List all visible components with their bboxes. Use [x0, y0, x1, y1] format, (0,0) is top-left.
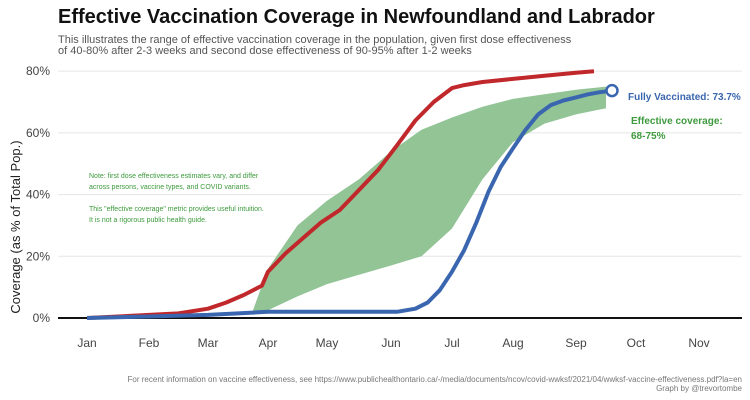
x-tick-label: Nov [688, 336, 709, 350]
y-axis-ticks: 0% 20% 40% 60% 80% [26, 64, 50, 325]
x-tick-label: Jul [444, 336, 459, 350]
effective-coverage-band [253, 86, 606, 315]
x-tick-label: Mar [198, 336, 219, 350]
effective-coverage-annotation: Effective coverage: [631, 116, 723, 127]
x-tick-label: May [316, 336, 339, 350]
chart-subtitle: This illustrates the range of effective … [58, 35, 598, 57]
chart-title: Effective Vaccination Coverage in Newfou… [58, 6, 655, 28]
x-tick-label: Aug [502, 336, 523, 350]
note-line-4: It is not a rigorous public health guide… [89, 217, 207, 224]
y-tick-label: 60% [26, 126, 50, 140]
footnote-credit: Graph by @trevortombe [656, 384, 742, 393]
fully-vaccinated-annotation: Fully Vaccinated: 73.7% [628, 92, 741, 103]
x-tick-label: Sep [565, 336, 587, 350]
note-line-1: Note: first dose effectiveness estimates… [89, 173, 259, 180]
x-tick-label: Oct [627, 336, 646, 350]
note-line-2: across persons, vaccine types, and COVID… [89, 184, 251, 191]
subtitle-line-1: This illustrates the range of effective … [58, 34, 572, 46]
x-tick-label: Jun [381, 336, 400, 350]
y-tick-label: 0% [33, 311, 51, 325]
y-axis-label: Coverage (as % of Total Pop.) [8, 140, 23, 313]
y-tick-label: 20% [26, 249, 50, 263]
effective-coverage-range: 68-75% [631, 131, 666, 142]
x-tick-label: Feb [139, 336, 160, 350]
footnote: For recent information on vaccine effect… [128, 375, 742, 393]
x-axis-ticks: Jan Feb Mar Apr May Jun Jul Aug Sep Oct Nov [77, 336, 709, 350]
fully-vaccinated-line [86, 88, 613, 320]
at-least-one-dose-line [86, 69, 595, 320]
footnote-source: For recent information on vaccine effect… [127, 375, 742, 384]
y-tick-label: 80% [26, 64, 50, 78]
note-line-3: This "effective coverage" metric provide… [89, 206, 264, 213]
y-tick-label: 40% [26, 188, 50, 202]
subtitle-line-2: of 40-80% after 2-3 weeks and second dos… [58, 45, 472, 57]
fully-vaccinated-end-marker [605, 83, 619, 98]
x-tick-label: Jan [77, 336, 96, 350]
x-tick-label: Apr [259, 336, 278, 350]
